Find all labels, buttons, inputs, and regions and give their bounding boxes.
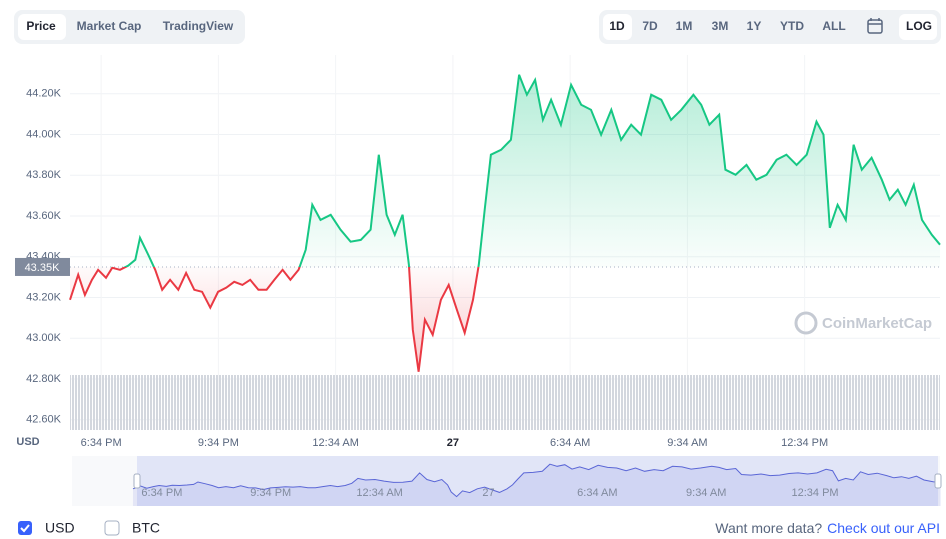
active-range	[603, 14, 632, 40]
btc-label[interactable]: BTC	[132, 520, 160, 536]
active-tab	[18, 14, 66, 40]
navigator-tick-label: 27	[482, 487, 494, 499]
chart-tab[interactable]: Price	[26, 19, 56, 33]
baseline-label: 43.35K	[25, 262, 61, 274]
range-tab[interactable]: ALL	[822, 19, 845, 33]
price-line-up	[111, 74, 941, 267]
watermark: CoinMarketCap	[794, 311, 932, 335]
footer: Want more data? Check out our API	[715, 520, 940, 536]
navigator-tick-label: 9:34 AM	[686, 487, 726, 499]
x-tick-label: 12:34 PM	[781, 437, 828, 449]
x-tick-label: 6:34 AM	[550, 437, 590, 449]
api-link[interactable]: Check out our API	[827, 520, 940, 536]
y-tick-label: 43.20K	[26, 291, 62, 303]
range-tab[interactable]: 7D	[642, 19, 658, 33]
range-tab[interactable]: 1D	[609, 19, 625, 33]
chart-tab[interactable]: TradingView	[163, 19, 234, 33]
y-tick-label: 42.60K	[26, 414, 62, 426]
navigator-area	[132, 464, 941, 506]
calendar-icon[interactable]	[867, 18, 883, 34]
chart-tab-bar	[14, 10, 245, 44]
range-tab[interactable]: 1M	[676, 19, 693, 33]
y-tick-label: 42.80K	[26, 373, 62, 385]
range-tab[interactable]: 3M	[712, 19, 729, 33]
y-tick-label: 43.00K	[26, 332, 62, 344]
x-tick-label: 9:34 AM	[667, 437, 707, 449]
navigator-line	[132, 463, 941, 498]
navigator-tick-label: 6:34 AM	[577, 487, 617, 499]
x-tick-label: 6:34 PM	[81, 437, 122, 449]
chart-tab[interactable]: Market Cap	[77, 19, 142, 33]
x-tick-label: 12:34 AM	[312, 437, 358, 449]
navigator-selection[interactable]	[137, 456, 938, 506]
navigator-tick-label: 9:34 PM	[250, 487, 291, 499]
range-tab[interactable]: YTD	[780, 19, 804, 33]
volume-bars	[70, 375, 940, 430]
x-tick-label: 27	[447, 437, 459, 449]
usd-checkbox[interactable]	[18, 521, 32, 535]
log-pill	[899, 14, 937, 40]
y-tick-label: 43.80K	[26, 169, 62, 181]
check-mark	[20, 524, 30, 533]
watermark-text: CoinMarketCap	[822, 315, 932, 332]
price-line-down	[69, 266, 480, 372]
navigator-handle[interactable]	[133, 473, 141, 489]
y-tick-label: 43.60K	[26, 210, 62, 222]
y-tick-label: 44.20K	[26, 88, 62, 100]
navigator-tick-label: 12:34 PM	[792, 487, 839, 499]
range-tab[interactable]: 1Y	[747, 19, 762, 33]
axis-unit: USD	[16, 436, 39, 448]
navigator-tick-label: 6:34 PM	[141, 487, 182, 499]
baseline-label-box	[15, 257, 70, 276]
navigator-handle[interactable]	[934, 473, 942, 489]
y-tick-label: 44.00K	[26, 128, 62, 140]
log-button[interactable]: LOG	[906, 19, 932, 33]
btc-checkbox[interactable]	[104, 520, 120, 536]
area-up	[125, 74, 940, 267]
x-tick-label: 9:34 PM	[198, 437, 239, 449]
usd-label[interactable]: USD	[45, 520, 75, 536]
range-tab-bar	[599, 10, 941, 44]
footer-text: Want more data?	[715, 520, 822, 536]
navigator-tick-label: 12:34 AM	[356, 487, 402, 499]
